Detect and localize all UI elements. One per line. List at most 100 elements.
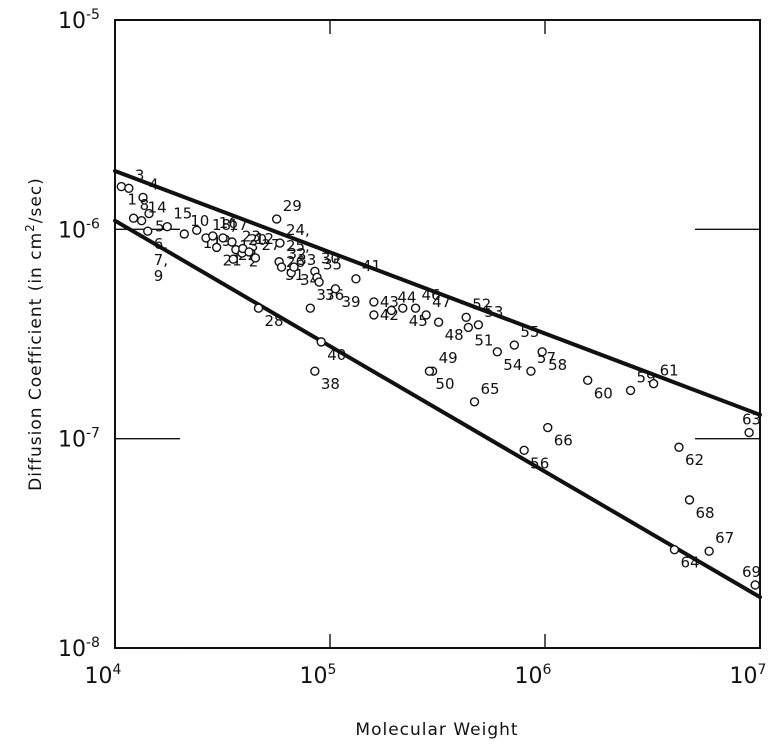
y-tick-label-0: 10-5 bbox=[58, 7, 100, 34]
point-label-44: 44 bbox=[397, 288, 416, 306]
point-marker-57 bbox=[526, 366, 536, 376]
point-marker-21 bbox=[211, 242, 222, 253]
point-marker-54 bbox=[492, 347, 503, 357]
point-marker-17 bbox=[218, 233, 228, 243]
point-marker-47 bbox=[421, 310, 431, 320]
point-label-64: 64 bbox=[680, 554, 699, 572]
point-marker-29 bbox=[271, 214, 282, 224]
y-tick-label-1: 10-6 bbox=[58, 216, 100, 243]
point-52: 52 bbox=[461, 295, 491, 322]
point-47: 47 bbox=[421, 293, 451, 320]
point-label-67: 67 bbox=[715, 529, 734, 547]
point-marker-13 bbox=[228, 254, 238, 264]
point-40: 40 bbox=[316, 337, 346, 364]
point-label-8: 8 bbox=[140, 196, 150, 214]
point-marker-69 bbox=[750, 580, 760, 590]
point-marker-41 bbox=[351, 274, 361, 284]
point-label-10: 10 bbox=[190, 212, 209, 230]
y-axis-label-prefix: Diffusion Coefficient (in cm bbox=[26, 232, 46, 491]
point-label-49: 49 bbox=[439, 349, 458, 367]
point-4: 4 bbox=[138, 175, 159, 203]
x-tick-label-2: 106 bbox=[515, 662, 552, 689]
point-label-55: 55 bbox=[520, 323, 539, 341]
point-marker-34 bbox=[289, 262, 299, 272]
point-label-15: 15 bbox=[173, 205, 192, 223]
x-tick-label-3-exponent: 7 bbox=[758, 662, 767, 678]
point-label-12: 12 bbox=[255, 230, 274, 248]
point-marker-66 bbox=[543, 422, 553, 433]
point-label-6-7-9: 6, 7, 9 bbox=[154, 235, 168, 285]
point-51: 51 bbox=[463, 322, 493, 349]
point-marker-12 bbox=[244, 247, 254, 257]
y-tick-label-3-exponent: -8 bbox=[86, 635, 100, 651]
point-marker-59 bbox=[625, 385, 636, 396]
point-label-63: 63 bbox=[742, 411, 761, 429]
x-tick-label-0-exponent: 4 bbox=[113, 662, 122, 678]
point-67: 67 bbox=[704, 529, 734, 556]
x-tick-label-2-base: 10 bbox=[515, 664, 543, 689]
point-marker-28 bbox=[253, 303, 264, 313]
point-16: 16 bbox=[208, 214, 238, 241]
point-60: 60 bbox=[583, 375, 613, 402]
point-marker-68 bbox=[684, 495, 695, 505]
point-marker-15 bbox=[162, 221, 172, 232]
point-marker-27 bbox=[250, 253, 261, 263]
point-label-1: 1 bbox=[127, 191, 137, 209]
bound-lines bbox=[113, 168, 762, 600]
point-27: 27 bbox=[250, 236, 281, 263]
point-label-40: 40 bbox=[327, 346, 346, 364]
point-marker-42 bbox=[369, 297, 379, 307]
upper-bound-line bbox=[113, 168, 762, 417]
point-64: 64 bbox=[669, 544, 700, 572]
point-label-52: 52 bbox=[472, 295, 491, 313]
point-marker-45 bbox=[398, 303, 408, 313]
x-tick-label-0-base: 10 bbox=[85, 664, 113, 689]
point-label-37: 37 bbox=[316, 286, 335, 304]
point-marker-48 bbox=[433, 317, 444, 327]
point-10: 10 bbox=[179, 212, 209, 239]
point-56: 56 bbox=[519, 445, 549, 472]
point-label-20: 20 bbox=[248, 231, 267, 249]
point-66: 66 bbox=[543, 422, 573, 450]
point-label-56: 56 bbox=[530, 454, 549, 472]
point-48: 48 bbox=[433, 317, 464, 344]
point-label-29: 29 bbox=[283, 197, 302, 215]
point-46: 46 bbox=[410, 286, 441, 313]
x-tick-label-3: 107 bbox=[730, 662, 767, 689]
point-label-68: 68 bbox=[696, 504, 715, 522]
point-marker-55 bbox=[509, 340, 520, 350]
point-marker-10 bbox=[179, 229, 189, 239]
y-axis-label: Diffusion Coefficient (in cm2/sec) bbox=[23, 177, 46, 491]
y-tick-label-2: 10-7 bbox=[58, 426, 100, 453]
point-label-3: 3 bbox=[135, 166, 145, 184]
x-tick-label-1-base: 10 bbox=[300, 664, 328, 689]
point-marker-63 bbox=[744, 427, 754, 438]
y-tick-label-1-base: 10 bbox=[58, 218, 86, 243]
point-label-4: 4 bbox=[149, 175, 159, 193]
point-53: 53 bbox=[473, 303, 503, 330]
point-label-32: 32 bbox=[288, 245, 307, 263]
point-label-28: 28 bbox=[265, 312, 284, 330]
point-label-35: 35 bbox=[323, 255, 342, 273]
y-tick-label-3-base: 10 bbox=[58, 637, 86, 662]
point-marker-52 bbox=[461, 312, 471, 322]
lower-bound-line bbox=[113, 218, 762, 600]
point-63: 63 bbox=[742, 411, 761, 438]
point-44: 44 bbox=[386, 288, 416, 316]
point-label-43: 43 bbox=[380, 293, 399, 311]
point-marker-56 bbox=[519, 445, 529, 455]
point-65: 65 bbox=[469, 380, 500, 407]
point-marker-37 bbox=[305, 303, 316, 313]
point-marker-14 bbox=[136, 215, 147, 226]
point-39: 39 bbox=[330, 284, 361, 311]
point-55: 55 bbox=[509, 323, 539, 350]
point-label-33: 33 bbox=[297, 251, 316, 269]
point-61: 61 bbox=[648, 362, 679, 389]
point-label-5: 5 bbox=[155, 218, 165, 236]
point-marker-5 bbox=[144, 208, 154, 219]
point-41: 41 bbox=[351, 257, 381, 284]
plot-frame bbox=[114, 19, 761, 649]
point-43: 43 bbox=[369, 293, 399, 320]
point-marker-44 bbox=[386, 305, 397, 316]
